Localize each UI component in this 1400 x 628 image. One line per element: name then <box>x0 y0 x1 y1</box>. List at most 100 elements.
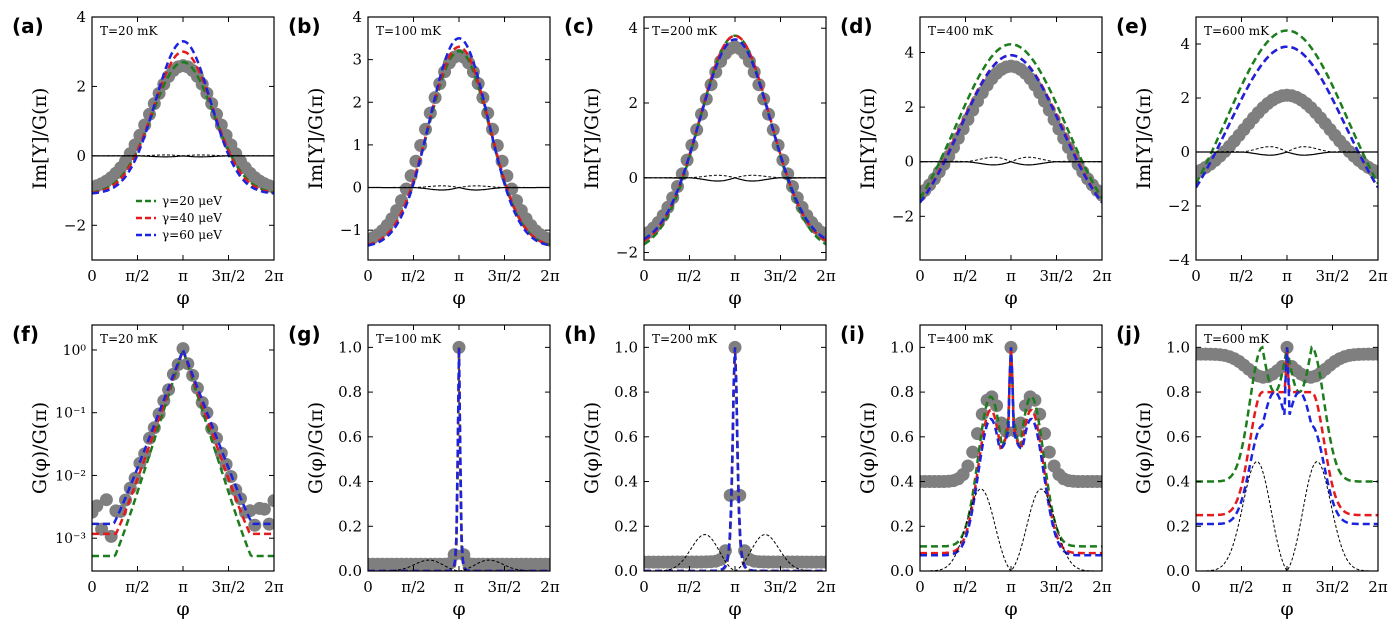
panel-label: (d) <box>840 14 873 38</box>
temperature-label: T=400 mK <box>928 24 994 38</box>
x-tick-label: 2π <box>816 578 836 596</box>
panel-j: 0 π/2 π 3π/2 2π φ 0.0 0.2 0.4 0.6 0.8 1.0 G(φ)/G(π) (… <box>1116 322 1388 620</box>
y-tick-label: 0.6 <box>614 428 638 446</box>
x-tick-label: π <box>454 267 464 285</box>
data-point <box>267 180 274 194</box>
y-tick-label: 0.2 <box>338 517 362 535</box>
y-tick-label: 0 <box>1180 143 1190 161</box>
data-point <box>248 518 262 532</box>
data-point <box>257 502 271 516</box>
x-tick-label: 0 <box>639 578 649 596</box>
x-axis-label: φ <box>452 287 465 309</box>
panel-label: (g) <box>288 322 321 346</box>
data-point <box>267 494 274 508</box>
y-tick-label: 2 <box>904 98 914 116</box>
temperature-label: T=200 mK <box>652 332 718 346</box>
y-axis-label: G(φ)/G(π) <box>29 402 51 494</box>
y-tick-label: 0.6 <box>890 428 914 446</box>
x-tick-label: π <box>178 578 188 596</box>
temperature-label: T=100 mK <box>376 332 442 346</box>
series-line-thin <box>1196 461 1378 571</box>
data-point <box>819 555 826 569</box>
x-tick-label: 0 <box>639 267 649 285</box>
y-tick-label: 1.0 <box>614 338 638 356</box>
axes-frame <box>919 16 1103 261</box>
x-axis-label: φ <box>728 287 741 309</box>
legend-label: γ=20 μeV <box>162 194 222 208</box>
axes-frame <box>643 16 827 261</box>
panel-i: 0 π/2 π 3π/2 2π φ 0.0 0.2 0.4 0.6 0.8 1.0 G(φ)/G(π) (… <box>840 322 1112 620</box>
y-tick-label: 10⁻² <box>55 468 86 484</box>
panel-e: 0 π/2 π 3π/2 2π φ −4 −2 0 2 4 Im[Y]/G(π) (e) T=600 mK <box>1116 14 1388 309</box>
plot-area <box>644 34 826 246</box>
panel-label: (e) <box>1116 14 1148 38</box>
y-tick-label: 0.4 <box>338 473 362 491</box>
y-axis-label: G(φ)/G(π) <box>1133 402 1155 494</box>
x-tick-label: 3π/2 <box>1040 267 1074 285</box>
x-axis-label: φ <box>176 287 189 309</box>
series-line-thin <box>644 533 826 571</box>
y-tick-label: 1 <box>352 136 362 154</box>
x-axis-label: φ <box>176 598 189 620</box>
series-line-20ev <box>920 347 1102 548</box>
x-tick-label: π/2 <box>953 578 977 596</box>
panel-h: 0 π/2 π 3π/2 2π φ 0.0 0.2 0.4 0.6 0.8 1.0 G(φ)/G(π) (… <box>564 322 836 620</box>
y-tick-label: 1.0 <box>1166 338 1190 356</box>
x-tick-label: π <box>1282 578 1292 596</box>
data-point <box>543 557 550 571</box>
x-tick-label: 3π/2 <box>764 578 798 596</box>
y-tick-label: 0.4 <box>1166 473 1190 491</box>
x-tick-label: π/2 <box>1229 267 1253 285</box>
x-axis-label: φ <box>1004 287 1017 309</box>
y-tick-label: 3 <box>352 51 362 69</box>
y-tick-label: 0 <box>352 179 362 197</box>
x-tick-label: 3π/2 <box>1316 267 1350 285</box>
plot-area <box>92 40 274 195</box>
x-tick-label: π/2 <box>125 578 149 596</box>
x-axis-label: φ <box>1280 598 1293 620</box>
x-tick-label: 3π/2 <box>488 578 522 596</box>
series-line-40ev <box>92 50 274 195</box>
x-tick-label: π <box>730 578 740 596</box>
plot-area <box>1196 340 1378 571</box>
y-axis-label: G(φ)/G(π) <box>305 402 327 494</box>
plot-area <box>368 37 550 247</box>
x-tick-label: 3π/2 <box>488 267 522 285</box>
y-tick-label: 0.6 <box>1166 428 1190 446</box>
panel-f: 0 π/2 π 3π/2 2π φ 10⁻³ 10⁻² 10⁻¹ 10⁰ G(φ)/G(π) (f) T… <box>12 322 284 620</box>
x-tick-label: 3π/2 <box>212 578 246 596</box>
y-tick-label: 0.4 <box>890 473 914 491</box>
x-axis-label: φ <box>452 598 465 620</box>
temperature-label: T=20 mK <box>100 24 159 38</box>
y-axis-label: Im[Y]/G(π) <box>857 88 879 190</box>
series-line-60ev <box>1196 45 1378 189</box>
legend-label: γ=40 μeV <box>162 211 222 225</box>
y-tick-label: −2 <box>1168 197 1190 215</box>
x-tick-label: 3π/2 <box>1040 578 1074 596</box>
panel-label: (i) <box>840 322 865 346</box>
x-tick-label: 2π <box>1368 578 1388 596</box>
series-line-60ev <box>644 38 826 241</box>
series-line-20ev <box>920 43 1102 200</box>
y-tick-label: 2 <box>628 94 638 112</box>
plot-area <box>1196 29 1378 189</box>
x-tick-label: 2π <box>264 267 284 285</box>
x-tick-label: π/2 <box>125 267 149 285</box>
y-tick-label: −4 <box>1168 251 1190 269</box>
series-line-60ev <box>1196 347 1378 526</box>
x-tick-label: 2π <box>540 267 560 285</box>
y-tick-label: 0.6 <box>338 428 362 446</box>
y-axis-label: Im[Y]/G(π) <box>305 88 327 190</box>
y-tick-label: 0.8 <box>338 383 362 401</box>
series-line-imdashed <box>368 185 550 189</box>
x-tick-label: 0 <box>915 578 925 596</box>
y-tick-label: 2 <box>76 77 86 95</box>
temperature-label: T=600 mK <box>1204 332 1270 346</box>
x-tick-label: 0 <box>1191 267 1201 285</box>
data-point <box>1371 347 1378 361</box>
panel-label: (h) <box>564 322 597 346</box>
series-line-imdashed <box>1196 146 1378 153</box>
panel-label: (j) <box>1116 322 1141 346</box>
y-axis-label: G(φ)/G(π) <box>581 402 603 494</box>
x-tick-label: 3π/2 <box>1316 578 1350 596</box>
